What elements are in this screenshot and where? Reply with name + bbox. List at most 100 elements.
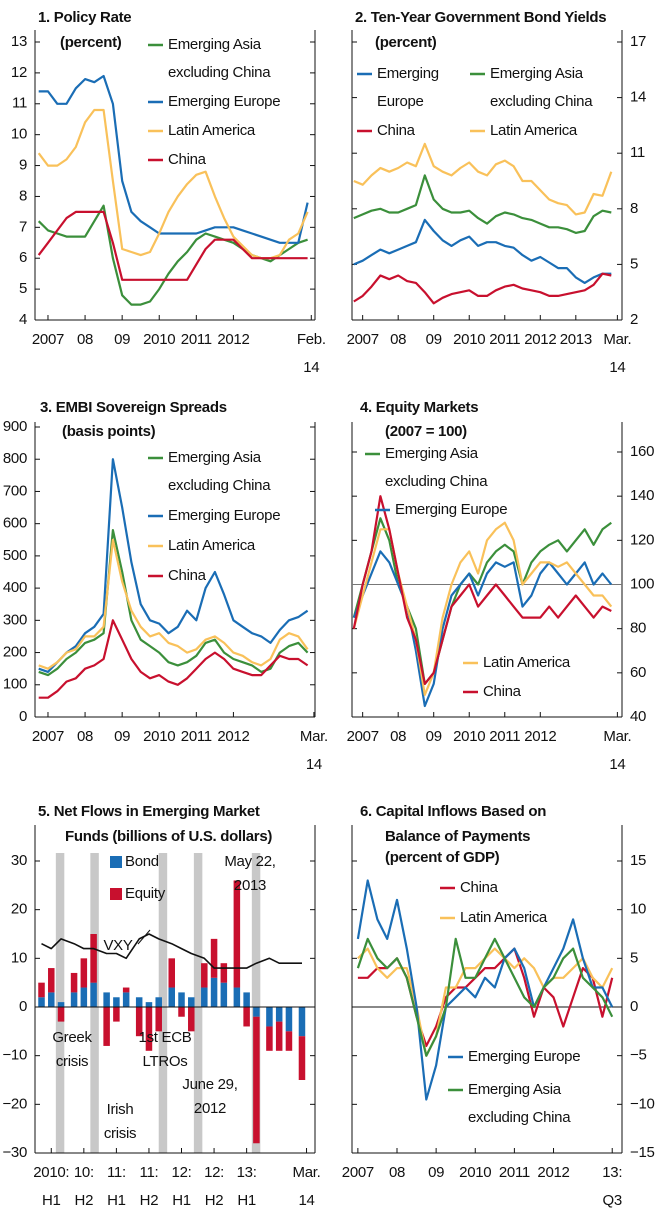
x-tick-label: 2011 (489, 728, 520, 745)
panel-title: 3. EMBI Sovereign Spreads (40, 399, 227, 416)
bar (135, 997, 143, 1007)
series-line (352, 495, 612, 685)
text-line: Greek (52, 1029, 92, 1046)
text-line: excluding China (490, 93, 593, 110)
x-tick-label: 2007 (347, 331, 379, 348)
text-line: excluding China (168, 477, 271, 494)
y-tick-label: 10 (630, 901, 646, 918)
x-tick-label: 10: H2 (74, 1164, 94, 1209)
y-tick-label: 20 (11, 901, 27, 918)
bar (253, 1016, 260, 1144)
text-line: Mar. (603, 331, 631, 348)
x-tick-label: 2013 (560, 331, 592, 348)
annotation: Greek crisis (52, 1029, 92, 1070)
x-tick-label: 08 (77, 331, 93, 348)
panel-subtitle: (basis points) (62, 423, 156, 440)
legend-swatch (110, 888, 122, 900)
line-label: VXY (103, 937, 132, 954)
text-line: 12: (204, 1164, 224, 1181)
bar (253, 1007, 260, 1017)
legend-label: Latin America (168, 122, 256, 139)
text-line: 2010: (33, 1164, 69, 1181)
bar (210, 977, 218, 1007)
text-line: Q3 (603, 1192, 622, 1209)
bar (48, 968, 55, 993)
x-tick-label: 2007 (32, 728, 64, 745)
text-line: 14 (609, 359, 625, 376)
y-tick-label: 160 (630, 443, 654, 460)
text-line: 11: (107, 1164, 126, 1181)
y-tick-label: 8 (630, 200, 638, 217)
bar (113, 1007, 120, 1022)
panel-title: 2. Ten-Year Government Bond Yields (355, 9, 606, 26)
x-tick-label: 2012 (217, 331, 249, 348)
y-tick-label: 5 (630, 949, 638, 966)
y-tick-label: 17 (630, 33, 646, 50)
panel: 1. Policy Rate (percent) 4 5 6 7 8 9 10 11 12 13 200… (11, 9, 326, 376)
legend-label: Emerging Asia excluding China (468, 1081, 571, 1126)
x-tick-label: 12: H2 (204, 1164, 224, 1209)
legend-label: Emerging Asia excluding China (490, 65, 593, 110)
text-line: June 29, (182, 1076, 237, 1093)
y-tick-label: −10 (2, 1047, 27, 1064)
text-line: H2 (205, 1192, 224, 1209)
series-line (38, 619, 309, 699)
y-tick-label: 15 (630, 852, 646, 869)
x-tick-label: Feb. 14 (297, 331, 326, 376)
y-tick-label: 30 (11, 852, 27, 869)
y-tick-label: −5 (630, 1047, 647, 1064)
annotation: June 29, 2012 (182, 1076, 237, 1117)
y-tick-label: 11 (630, 144, 645, 161)
y-tick-label: 400 (3, 579, 27, 596)
legend-label: China (168, 567, 207, 584)
bar (298, 1036, 306, 1080)
text-line: 14 (303, 359, 319, 376)
bar (80, 958, 88, 988)
x-tick-label: 2012 (537, 1164, 569, 1181)
bar (243, 992, 250, 1007)
legend-label: Emerging Europe (468, 1048, 580, 1065)
legend-label: Emerging Europe (168, 93, 280, 110)
y-tick-label: −20 (2, 1095, 27, 1112)
text-line: H1 (172, 1192, 191, 1209)
series-line (356, 937, 614, 1057)
bar (266, 1026, 273, 1051)
bar (103, 1007, 110, 1046)
text-line: excluding China (168, 64, 271, 81)
y-tick-label: 60 (630, 664, 646, 681)
text-line: 14 (298, 1192, 314, 1209)
bar (145, 1002, 153, 1007)
series-line (353, 272, 612, 305)
y-tick-label: 8 (19, 187, 27, 204)
x-tick-label: 09 (114, 331, 130, 348)
series-line (38, 458, 309, 673)
legend-label: Emerging Asia excluding China (168, 449, 271, 494)
x-tick-label: 11: H1 (107, 1164, 126, 1209)
x-tick-label: 09 (426, 331, 442, 348)
y-tick-label: 40 (630, 708, 646, 725)
text-line: Emerging Asia (468, 1081, 562, 1098)
series-line (37, 204, 308, 306)
bar (285, 1007, 293, 1032)
text-line: Mar. (293, 1164, 321, 1181)
text-line: H2 (75, 1192, 94, 1209)
y-tick-label: −30 (2, 1144, 27, 1161)
x-tick-label: 11: H2 (140, 1164, 159, 1209)
y-tick-label: 11 (12, 95, 27, 112)
y-tick-label: 0 (19, 998, 27, 1015)
x-tick-label: 2007 (342, 1164, 374, 1181)
bar (113, 997, 120, 1007)
y-tick-label: 700 (3, 482, 27, 499)
x-tick-label: 13: Q3 (602, 1164, 622, 1209)
x-tick-label: Mar. 14 (603, 728, 631, 773)
legend-label: Latin America (168, 537, 256, 554)
text-line: 1st ECB (139, 1029, 192, 1046)
bar (155, 997, 162, 1007)
x-tick-label: 2007 (347, 728, 379, 745)
bar (210, 938, 218, 978)
text-line: crisis (104, 1125, 136, 1142)
series-line (357, 947, 614, 1057)
y-tick-label: 10 (11, 126, 27, 143)
series-line (38, 74, 309, 244)
legend-label: Latin America (460, 909, 548, 926)
